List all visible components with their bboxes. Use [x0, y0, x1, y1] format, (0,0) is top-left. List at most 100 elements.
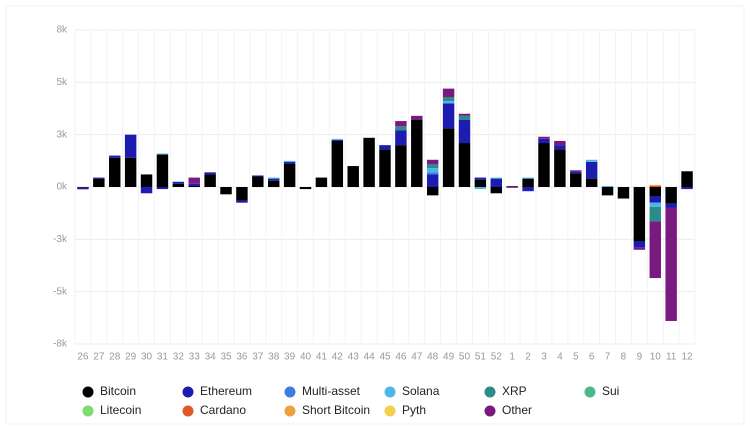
bar-segment [188, 185, 200, 187]
bar-segment [585, 178, 598, 187]
x-tick-label: 32 [173, 352, 185, 363]
x-tick-label: 36 [236, 352, 248, 363]
y-tick-label: 0k [56, 182, 68, 193]
bar-segment [649, 196, 661, 203]
y-tick-label: -5k [53, 286, 68, 297]
bar-segment [77, 187, 89, 190]
bar-segment [665, 187, 677, 204]
bar-segment [649, 185, 661, 187]
bar-segment [458, 113, 471, 116]
bar-segment [474, 177, 487, 180]
bar-segment [267, 178, 280, 181]
bar-segment [93, 177, 105, 179]
bar-segment [426, 174, 439, 187]
x-tick-label: 9 [637, 352, 643, 363]
bar-segment [426, 168, 439, 173]
bar-segment [204, 172, 216, 175]
bar-segment [283, 163, 296, 187]
bar-segment [681, 171, 693, 187]
bar-segment [379, 149, 391, 187]
x-tick-label: 33 [189, 352, 201, 363]
legend-swatch [82, 386, 94, 398]
x-tick-label: 51 [475, 352, 487, 363]
bar-segment [140, 174, 153, 187]
x-tick-label: 27 [93, 352, 105, 363]
bar-segment [267, 177, 280, 179]
bar-segment [442, 103, 455, 129]
bar-segment [649, 184, 661, 186]
bar-segment [299, 187, 312, 190]
x-tick-label: 28 [109, 352, 121, 363]
bar-segment [124, 134, 137, 158]
bar-segment [156, 187, 169, 190]
bar-segment [204, 174, 216, 187]
x-tick-label: 3 [541, 352, 547, 363]
bar-segment [395, 130, 407, 146]
bar-segment [570, 170, 582, 172]
x-tick-label: 29 [125, 352, 137, 363]
legend-swatch [384, 386, 396, 398]
bar-segment [570, 173, 582, 187]
bar-segment [331, 139, 344, 141]
bar-segment [522, 187, 534, 192]
bar-segment [585, 161, 598, 179]
bar-segment [411, 115, 423, 121]
y-tick-label: 5k [56, 77, 68, 88]
bar-segment [649, 206, 661, 222]
x-tick-label: 42 [332, 352, 344, 363]
bar-segment [236, 200, 248, 203]
x-tick-label: 35 [220, 352, 232, 363]
bar-segment [442, 101, 455, 104]
bar-segment [649, 202, 661, 207]
bar-segment [395, 145, 407, 187]
bar-segment [506, 187, 518, 188]
bar-segment [426, 187, 439, 196]
bar-segment [538, 143, 550, 187]
x-tick-label: 41 [316, 352, 328, 363]
bar-segment [315, 177, 328, 187]
bar-segment [538, 136, 550, 139]
bar-segment [490, 178, 503, 187]
x-tick-label: 5 [573, 352, 579, 363]
legend-label: Litecoin [100, 403, 141, 417]
x-tick-label: 40 [300, 352, 312, 363]
x-tick-label: 10 [650, 352, 662, 363]
legend-label: Short Bitcoin [302, 403, 370, 417]
x-tick-label: 26 [77, 352, 89, 363]
bar-segment [156, 153, 169, 155]
legend-label: Cardano [200, 403, 246, 417]
x-tick-label: 1 [509, 352, 515, 363]
bar-segment [426, 159, 439, 164]
bar-segment [379, 145, 391, 150]
x-tick-label: 7 [605, 352, 611, 363]
x-tick-label: 38 [268, 352, 280, 363]
bar-segment [156, 154, 169, 187]
bar-segment [601, 185, 614, 187]
bar-segment [633, 241, 646, 248]
bar-segment [601, 187, 614, 196]
bar-segment [252, 175, 264, 177]
x-tick-label: 31 [157, 352, 169, 363]
x-tick-label: 30 [141, 352, 153, 363]
x-tick-label: 45 [379, 352, 391, 363]
x-tick-label: 2 [525, 352, 531, 363]
bar-segment [252, 176, 264, 187]
bar-segment [93, 178, 105, 187]
bar-segment [585, 159, 598, 162]
bar-segment [220, 187, 232, 195]
bar-segment [649, 187, 661, 197]
legend-label: Bitcoin [100, 384, 136, 398]
x-tick-label: 6 [589, 352, 595, 363]
legend-swatch [584, 386, 596, 398]
legend-label: XRP [502, 384, 527, 398]
x-tick-label: 4 [557, 352, 563, 363]
x-tick-label: 43 [348, 352, 360, 363]
bar-segment [681, 187, 693, 190]
legend-swatch [484, 405, 496, 417]
bar-segment [474, 179, 487, 187]
x-tick-label: 8 [621, 352, 627, 363]
bar-segment [283, 160, 296, 162]
bar-segment [140, 187, 153, 194]
